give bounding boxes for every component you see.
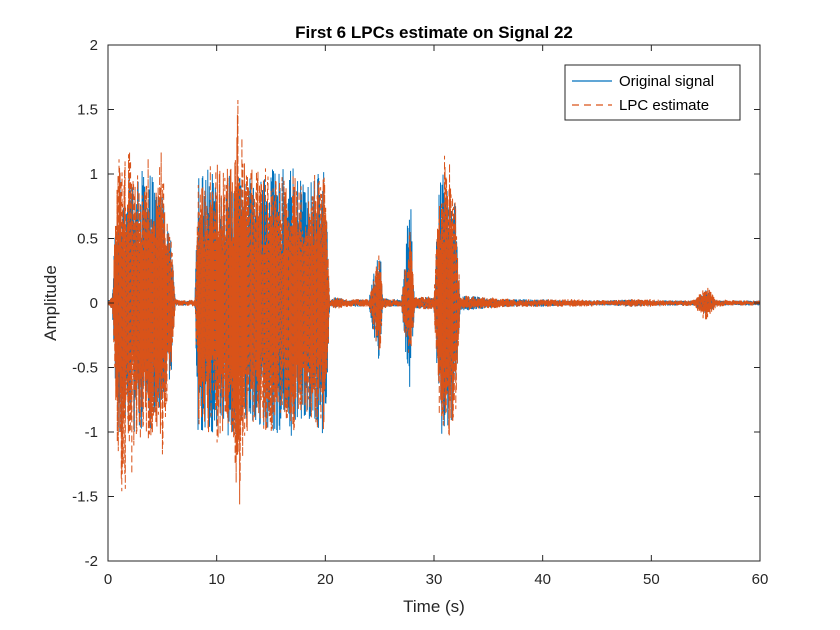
x-tick-label: 0 [104, 571, 112, 588]
y-tick-label: 0.5 [77, 231, 98, 248]
legend-label-lpc: LPC estimate [619, 97, 709, 114]
x-tick-label: 40 [534, 571, 551, 588]
legend: Original signal LPC estimate [564, 64, 741, 121]
y-tick-label: -1 [85, 424, 98, 441]
x-axis-label: Time (s) [403, 597, 465, 616]
x-axis-ticks: 0 10 20 30 40 50 60 [104, 45, 769, 588]
y-tick-label: -1.5 [72, 489, 98, 506]
x-tick-label: 10 [208, 571, 225, 588]
legend-label-original: Original signal [619, 73, 714, 90]
y-tick-label: 1 [90, 166, 98, 183]
series-line-lpc [107, 99, 761, 505]
x-tick-label: 50 [643, 571, 660, 588]
y-axis-label: Amplitude [41, 265, 60, 341]
x-tick-label: 20 [317, 571, 334, 588]
y-axis-ticks: 2 1.5 1 0.5 0 -0.5 -1 -1.5 -2 [72, 37, 760, 570]
x-tick-label: 30 [426, 571, 443, 588]
y-tick-label: 2 [90, 37, 98, 54]
y-tick-label: 1.5 [77, 102, 98, 119]
y-tick-label: -2 [85, 553, 98, 570]
y-tick-label: -0.5 [72, 360, 98, 377]
y-tick-label: 0 [90, 295, 98, 312]
chart-title: First 6 LPCs estimate on Signal 22 [295, 23, 573, 42]
legend-box [564, 64, 741, 121]
series-layer [107, 99, 761, 505]
x-tick-label: 60 [752, 571, 769, 588]
